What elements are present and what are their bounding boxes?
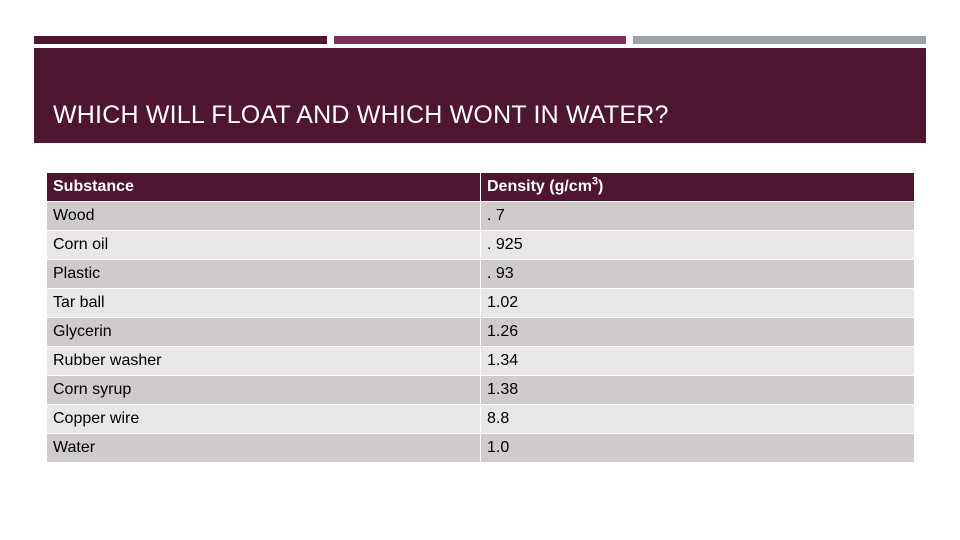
cell-substance: Glycerin: [46, 317, 481, 347]
density-table: Substance Density (g/cm3) Wood . 7 Corn …: [46, 172, 915, 463]
cell-substance: Corn syrup: [46, 375, 481, 405]
cell-density: 1.34: [480, 346, 915, 376]
table-row: Copper wire 8.8: [46, 404, 915, 434]
header-substance: Substance: [46, 172, 481, 202]
accent-bar-dark: [34, 36, 327, 44]
cell-substance: Wood: [46, 201, 481, 231]
cell-substance: Tar ball: [46, 288, 481, 318]
title-band: WHICH WILL FLOAT AND WHICH WONT IN WATER…: [34, 48, 926, 143]
table-row: Rubber washer 1.34: [46, 346, 915, 376]
cell-density: 8.8: [480, 404, 915, 434]
table-row: Plastic . 93: [46, 259, 915, 289]
cell-substance: Plastic: [46, 259, 481, 289]
slide-title: WHICH WILL FLOAT AND WHICH WONT IN WATER…: [53, 101, 669, 129]
cell-density: . 7: [480, 201, 915, 231]
table-row: Water 1.0: [46, 433, 915, 463]
cell-substance: Corn oil: [46, 230, 481, 260]
cell-density: 1.0: [480, 433, 915, 463]
cell-density: 1.26: [480, 317, 915, 347]
cell-substance: Rubber washer: [46, 346, 481, 376]
cell-density: 1.02: [480, 288, 915, 318]
table-row: Glycerin 1.26: [46, 317, 915, 347]
cell-substance: Copper wire: [46, 404, 481, 434]
cell-density: . 93: [480, 259, 915, 289]
header-density-prefix: Density (g/cm: [487, 178, 592, 195]
table-row: Corn syrup 1.38: [46, 375, 915, 405]
cell-density: 1.38: [480, 375, 915, 405]
header-density: Density (g/cm3): [480, 172, 915, 202]
table-row: Corn oil . 925: [46, 230, 915, 260]
header-density-suffix: ): [598, 178, 604, 195]
table-row: Tar ball 1.02: [46, 288, 915, 318]
table-header-row: Substance Density (g/cm3): [46, 172, 915, 202]
table-row: Wood . 7: [46, 201, 915, 231]
cell-substance: Water: [46, 433, 481, 463]
cell-density: . 925: [480, 230, 915, 260]
accent-bar-magenta: [334, 36, 626, 44]
accent-bar-gray: [633, 36, 926, 44]
header-density-superscript: 3: [591, 175, 599, 188]
